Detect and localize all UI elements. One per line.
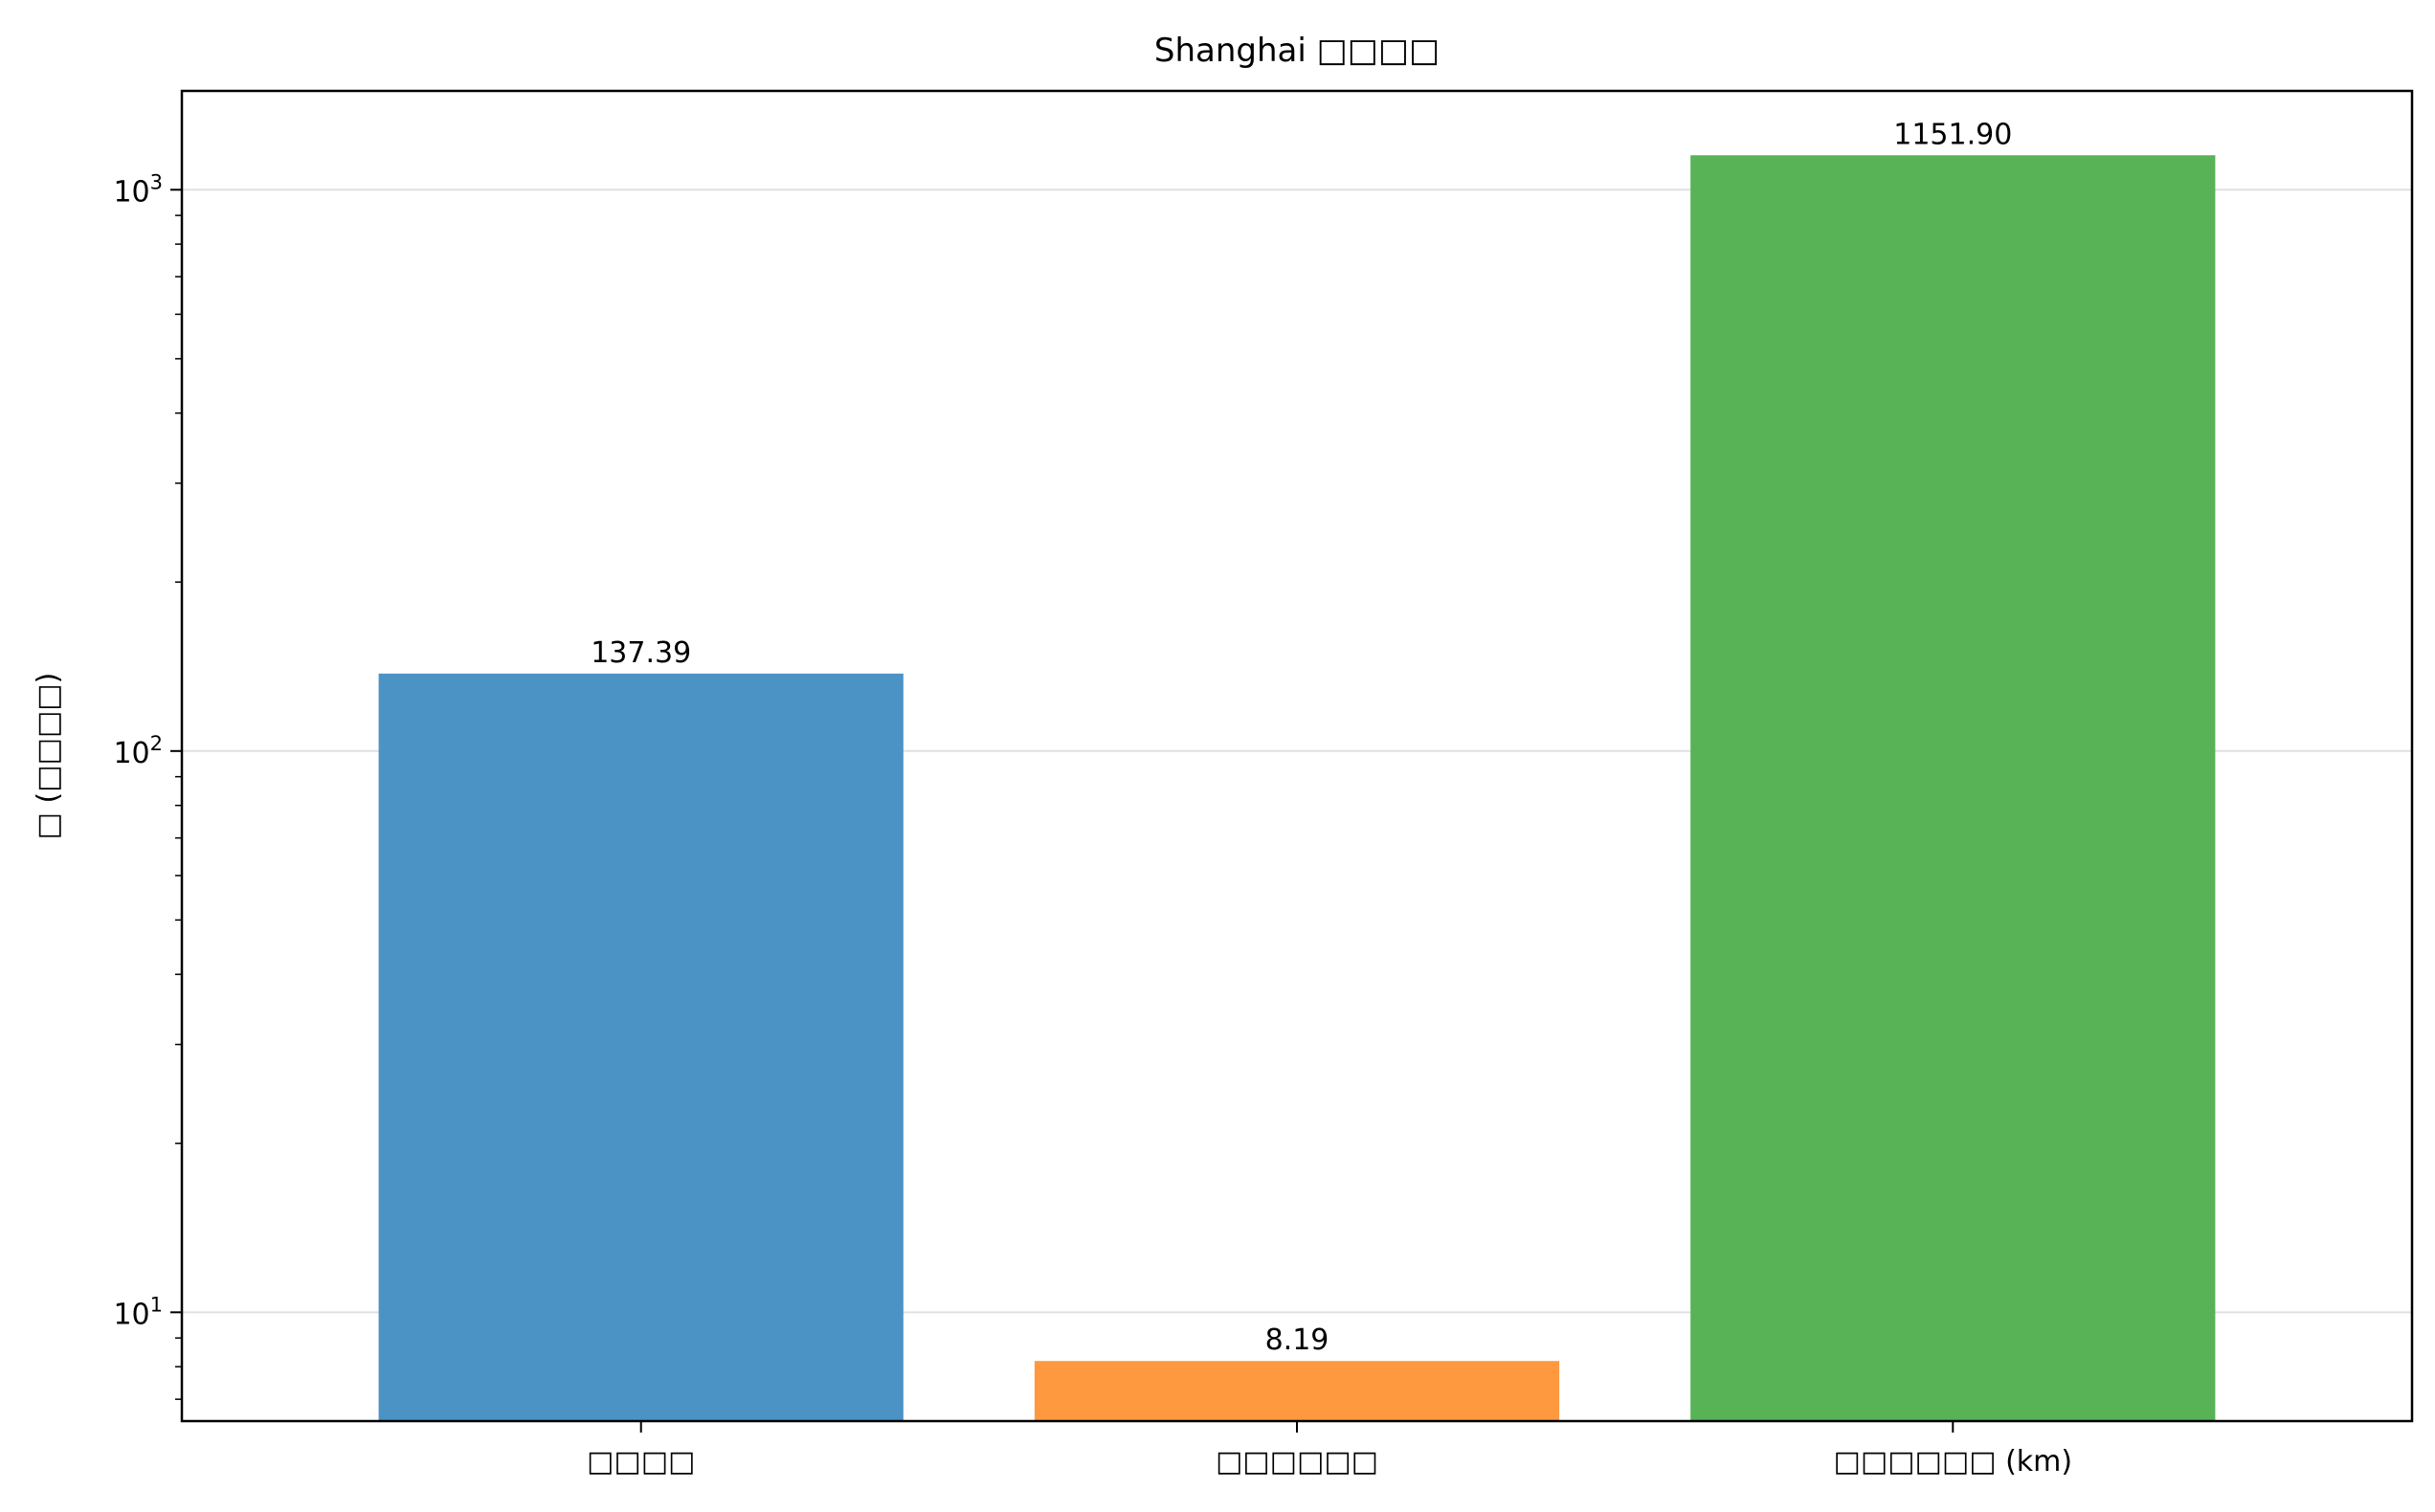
x-tick-label: □□□□□□ (km) [1833, 1445, 2072, 1479]
x-tick-label: □□□□□□ [1216, 1445, 1378, 1479]
bar [1034, 1361, 1560, 1421]
chart-title: Shanghai □□□□ [1154, 32, 1440, 70]
bar [378, 673, 904, 1421]
bar-value-label: 137.39 [591, 636, 691, 670]
bar-value-label: 1151.90 [1893, 118, 2012, 151]
bars [378, 155, 2216, 1422]
y-tick-label: 102 [113, 732, 163, 770]
y-axis-label: □ (□□□□) [32, 673, 65, 840]
bar [1690, 155, 2216, 1422]
y-tick-label: 101 [113, 1293, 163, 1331]
y-axis: 101 102 103 [113, 170, 182, 1400]
x-tick-label: □□□□ [587, 1445, 695, 1479]
bar-value-label: 8.19 [1265, 1323, 1329, 1357]
data-labels: 137.39 8.19 1151.90 [591, 118, 2012, 1357]
y-tick-label: 103 [113, 170, 163, 209]
x-axis: □□□□ □□□□□□ □□□□□□ (km) [587, 1421, 2072, 1479]
